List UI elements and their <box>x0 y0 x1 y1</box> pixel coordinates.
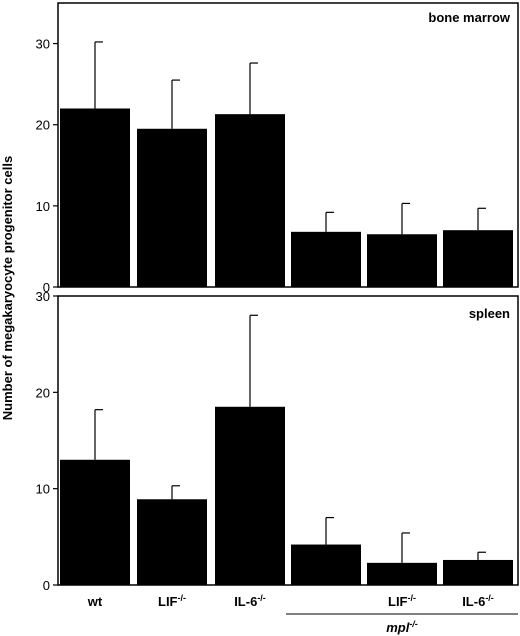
x-tick-label: LIF-/- <box>388 593 416 609</box>
bone-marrow-panel: 0 10 20 30 bone marrow <box>36 2 519 295</box>
plot-frame <box>57 295 519 586</box>
bar <box>291 544 361 585</box>
bar <box>443 230 513 287</box>
y-tick-label: 10 <box>36 199 50 214</box>
bar <box>215 114 285 287</box>
x-tick-label: LIF-/- <box>158 593 186 609</box>
x-tick-label: IL-6-/- <box>462 593 494 609</box>
x-tick-label: IL-6-/- <box>234 593 266 609</box>
bar <box>367 234 437 287</box>
bar <box>215 406 285 585</box>
category-labels: wt LIF-/- IL-6-/- LIF-/- IL-6-/- <box>87 593 494 609</box>
y-tick-label: 30 <box>36 37 50 52</box>
y-tick-label: 20 <box>36 385 50 400</box>
y-tick-label: 20 <box>36 118 50 133</box>
bar <box>60 108 130 287</box>
bar <box>291 231 361 287</box>
bar <box>137 499 207 585</box>
y-axis-label: Number of megakaryocyte progenitor cells <box>0 156 15 420</box>
bar <box>60 459 130 585</box>
y-tick-label: 0 <box>43 578 50 593</box>
y-tick-label: 30 <box>36 289 50 304</box>
y-tick-label: 10 <box>36 482 50 497</box>
panel-title: spleen <box>469 306 510 321</box>
bar <box>443 559 513 585</box>
bar <box>367 562 437 585</box>
spleen-panel: 0 10 20 30 spleen <box>36 289 519 593</box>
panel-title: bone marrow <box>428 10 511 25</box>
y-tick-label: 0 <box>43 280 50 295</box>
bar <box>137 128 207 287</box>
x-tick-label: wt <box>87 594 103 609</box>
plot-frame <box>57 2 519 288</box>
group-label: mpl-/- <box>386 619 418 635</box>
